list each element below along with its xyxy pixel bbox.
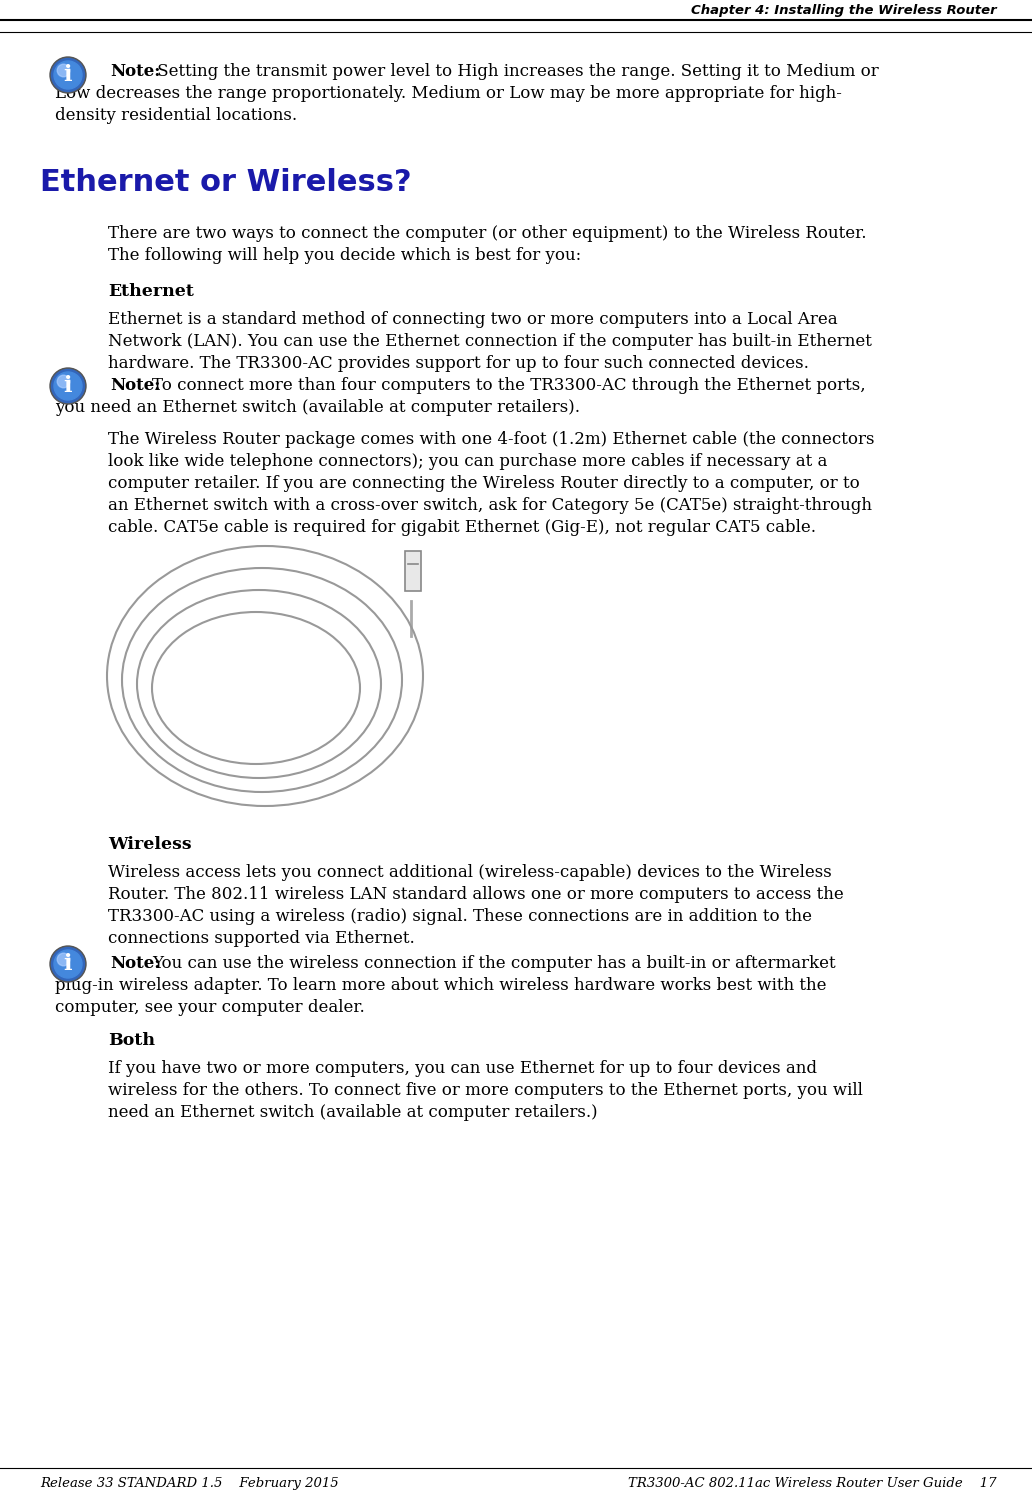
Text: i: i: [64, 64, 72, 85]
Text: hardware. The TR3300-AC provides support for up to four such connected devices.: hardware. The TR3300-AC provides support…: [108, 355, 809, 372]
Text: Chapter 4: Installing the Wireless Router: Chapter 4: Installing the Wireless Route…: [691, 4, 997, 16]
Text: you need an Ethernet switch (available at computer retailers).: you need an Ethernet switch (available a…: [55, 399, 580, 417]
Text: TR3300-AC 802.11ac Wireless Router User Guide    17: TR3300-AC 802.11ac Wireless Router User …: [628, 1477, 997, 1490]
Text: Router. The 802.11 wireless LAN standard allows one or more computers to access : Router. The 802.11 wireless LAN standard…: [108, 886, 844, 902]
Text: Note:: Note:: [110, 378, 160, 394]
Circle shape: [52, 947, 85, 980]
Circle shape: [54, 372, 82, 400]
Text: Wireless access lets you connect additional (wireless-capable) devices to the Wi: Wireless access lets you connect additio…: [108, 863, 832, 881]
Text: an Ethernet switch with a cross-over switch, ask for Category 5e (CAT5e) straigh: an Ethernet switch with a cross-over swi…: [108, 498, 872, 514]
Text: The following will help you decide which is best for you:: The following will help you decide which…: [108, 247, 581, 264]
Circle shape: [54, 950, 82, 977]
FancyBboxPatch shape: [405, 552, 421, 591]
Circle shape: [50, 57, 86, 93]
Text: density residential locations.: density residential locations.: [55, 106, 297, 124]
Circle shape: [57, 375, 70, 388]
Circle shape: [57, 953, 70, 965]
Text: To connect more than four computers to the TR3300-AC through the Ethernet ports,: To connect more than four computers to t…: [152, 378, 866, 394]
Text: computer, see your computer dealer.: computer, see your computer dealer.: [55, 998, 364, 1016]
Text: i: i: [64, 953, 72, 974]
Text: Network (LAN). You can use the Ethernet connection if the computer has built-in : Network (LAN). You can use the Ethernet …: [108, 333, 872, 349]
Text: There are two ways to connect the computer (or other equipment) to the Wireless : There are two ways to connect the comput…: [108, 225, 867, 241]
Circle shape: [57, 64, 70, 76]
Text: wireless for the others. To connect five or more computers to the Ethernet ports: wireless for the others. To connect five…: [108, 1082, 863, 1099]
Text: Both: Both: [108, 1031, 155, 1049]
Text: Low decreases the range proportionately. Medium or Low may be more appropriate f: Low decreases the range proportionately.…: [55, 85, 842, 102]
Text: Release 33 STANDARD 1.5    February 2015: Release 33 STANDARD 1.5 February 2015: [40, 1477, 338, 1490]
Circle shape: [54, 61, 82, 88]
Text: TR3300-AC using a wireless (radio) signal. These connections are in addition to : TR3300-AC using a wireless (radio) signa…: [108, 908, 812, 925]
Text: Wireless: Wireless: [108, 836, 192, 853]
Text: cable. CAT5e cable is required for gigabit Ethernet (Gig-E), not regular CAT5 ca: cable. CAT5e cable is required for gigab…: [108, 519, 816, 537]
Text: look like wide telephone connectors); you can purchase more cables if necessary : look like wide telephone connectors); yo…: [108, 453, 828, 471]
Text: The Wireless Router package comes with one 4-foot (1.2m) Ethernet cable (the con: The Wireless Router package comes with o…: [108, 432, 874, 448]
Text: connections supported via Ethernet.: connections supported via Ethernet.: [108, 929, 415, 947]
Text: need an Ethernet switch (available at computer retailers.): need an Ethernet switch (available at co…: [108, 1103, 598, 1121]
Text: You can use the wireless connection if the computer has a built-in or aftermarke: You can use the wireless connection if t…: [152, 955, 836, 971]
Text: Note:: Note:: [110, 955, 160, 971]
Circle shape: [50, 367, 86, 405]
Text: Ethernet is a standard method of connecting two or more computers into a Local A: Ethernet is a standard method of connect…: [108, 310, 838, 328]
Circle shape: [52, 369, 85, 403]
Circle shape: [50, 946, 86, 982]
Circle shape: [52, 58, 85, 91]
Text: Note:: Note:: [110, 63, 160, 79]
Text: Ethernet or Wireless?: Ethernet or Wireless?: [40, 168, 412, 196]
Text: If you have two or more computers, you can use Ethernet for up to four devices a: If you have two or more computers, you c…: [108, 1060, 817, 1076]
Text: Ethernet: Ethernet: [108, 283, 194, 300]
Text: plug-in wireless adapter. To learn more about which wireless hardware works best: plug-in wireless adapter. To learn more …: [55, 977, 827, 994]
Text: Setting the transmit power level to High increases the range. Setting it to Medi: Setting the transmit power level to High…: [152, 63, 879, 79]
Text: computer retailer. If you are connecting the Wireless Router directly to a compu: computer retailer. If you are connecting…: [108, 475, 860, 492]
Text: i: i: [64, 375, 72, 397]
